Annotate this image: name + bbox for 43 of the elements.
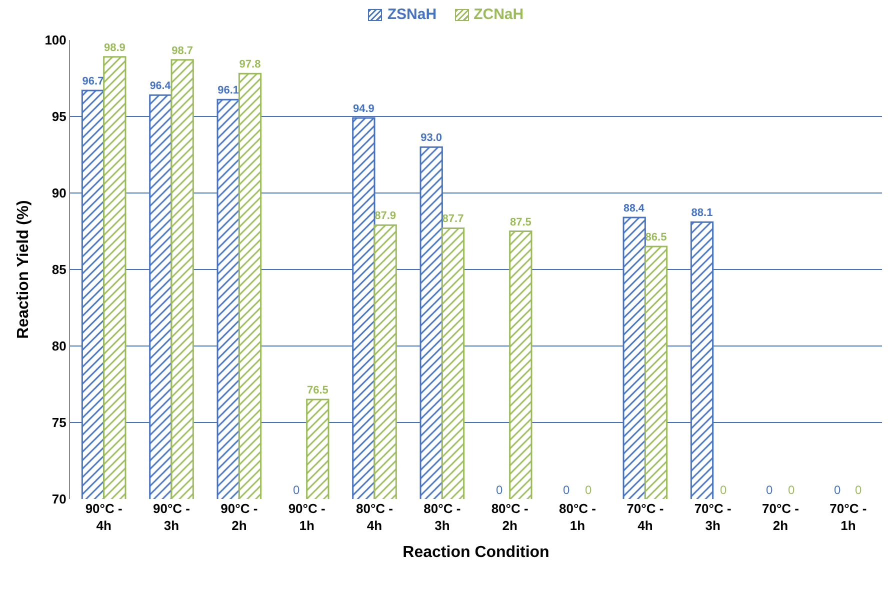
x-tick-label: 90°C - 1h (288, 501, 326, 533)
y-axis-title: Reaction Yield (%) (15, 200, 32, 339)
x-tick-label: 70°C - 3h (694, 501, 732, 533)
data-label: 87.5 (510, 216, 532, 228)
data-label: 96.4 (150, 80, 171, 92)
data-label: 93.0 (420, 132, 442, 144)
legend-label: ZCNaH (474, 6, 524, 23)
data-label: 76.5 (306, 384, 328, 397)
x-tick-label: 70°C - 4h (626, 501, 664, 533)
x-tick-label: 80°C - 3h (424, 501, 461, 533)
x-tick-label: 90°C - 2h (220, 501, 258, 533)
x-tick-label: 80°C - 2h (491, 501, 528, 533)
x-tick-label: 70°C - 1h (830, 501, 867, 533)
data-label: 94.9 (352, 103, 374, 116)
x-tick-label: 80°C - 1h (559, 501, 596, 533)
y-tick-label: 80 (52, 338, 66, 354)
text: 0 (834, 483, 841, 497)
y-tick-label: 85 (52, 262, 66, 278)
x-tick-label: 80°C - 4h (356, 501, 393, 533)
text: 0 (766, 483, 773, 497)
y-tick-label: 70 (52, 492, 66, 507)
data-label: 88.4 (624, 202, 644, 215)
text: 0 (496, 483, 503, 497)
x-tick-label: 90°C - 3h (153, 501, 190, 533)
data-label: 97.8 (239, 58, 261, 71)
x-tick-label: 90°C - 4h (85, 501, 122, 533)
data-label: 96.1 (218, 84, 240, 97)
y-tick-label: 75 (52, 415, 66, 430)
y-tick-label: 90 (52, 186, 66, 201)
data-label: 98.7 (172, 44, 194, 57)
x-tick-label: 70°C - 2h (762, 501, 799, 533)
data-label: 98.9 (104, 42, 126, 54)
y-tick-label: 100 (44, 32, 66, 48)
text: 0 (720, 483, 727, 497)
text: 0 (563, 483, 570, 497)
y-tick-label: 95 (52, 109, 66, 124)
text: 0 (293, 483, 300, 497)
legend-label: ZSNaH (387, 6, 437, 23)
text: 0 (788, 483, 795, 497)
text: 0 (585, 483, 592, 497)
x-axis-title: Reaction Condition (402, 544, 550, 561)
text: 0 (855, 483, 862, 497)
data-label: 88.1 (691, 207, 713, 220)
